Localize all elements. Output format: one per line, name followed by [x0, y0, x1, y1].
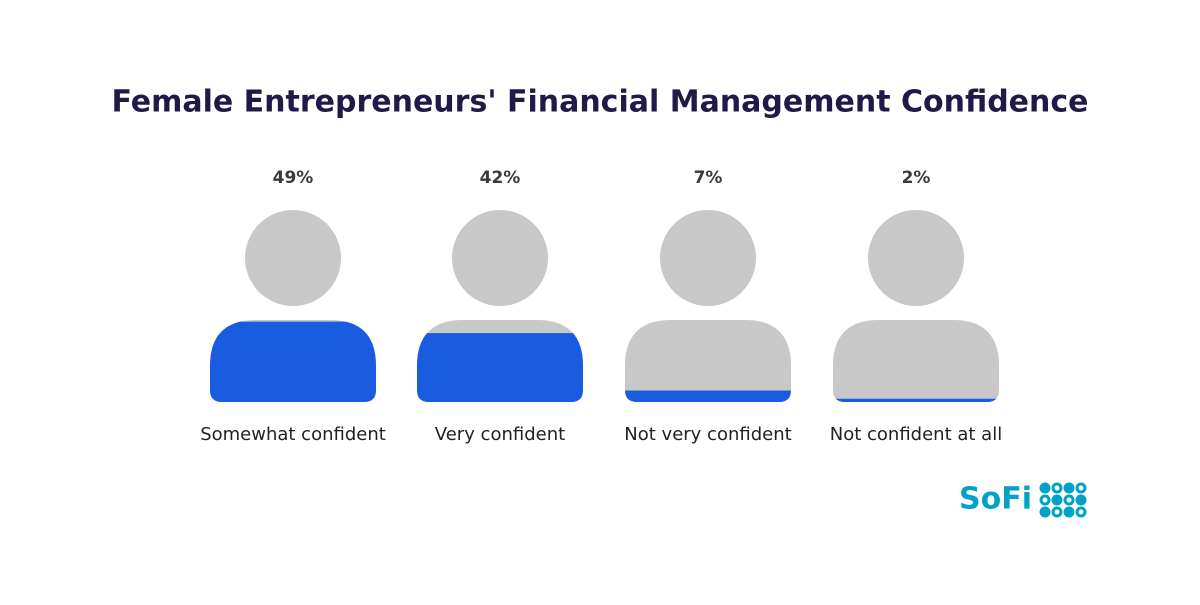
- fill-bar: [625, 390, 791, 402]
- person-body: [833, 320, 999, 402]
- value-label: 42%: [480, 168, 521, 188]
- logo-text: SoFi: [959, 482, 1032, 517]
- person-head: [868, 210, 964, 306]
- category-label: Not very confident: [624, 424, 791, 445]
- fill-bar: [417, 333, 583, 402]
- category-label: Somewhat confident: [200, 424, 386, 445]
- category-label: Not confident at all: [830, 424, 1002, 445]
- value-label: 2%: [902, 168, 931, 188]
- value-label: 7%: [694, 168, 723, 188]
- fill-bar: [210, 321, 376, 402]
- fill-bar: [833, 398, 999, 402]
- value-label: 49%: [273, 168, 314, 188]
- logo-mark: [1039, 482, 1087, 518]
- person-head: [660, 210, 756, 306]
- person-body: [625, 320, 791, 402]
- person-head: [245, 210, 341, 306]
- chart-title: Female Entrepreneurs' Financial Manageme…: [111, 85, 1088, 120]
- person-head: [452, 210, 548, 306]
- category-label: Very confident: [435, 424, 565, 445]
